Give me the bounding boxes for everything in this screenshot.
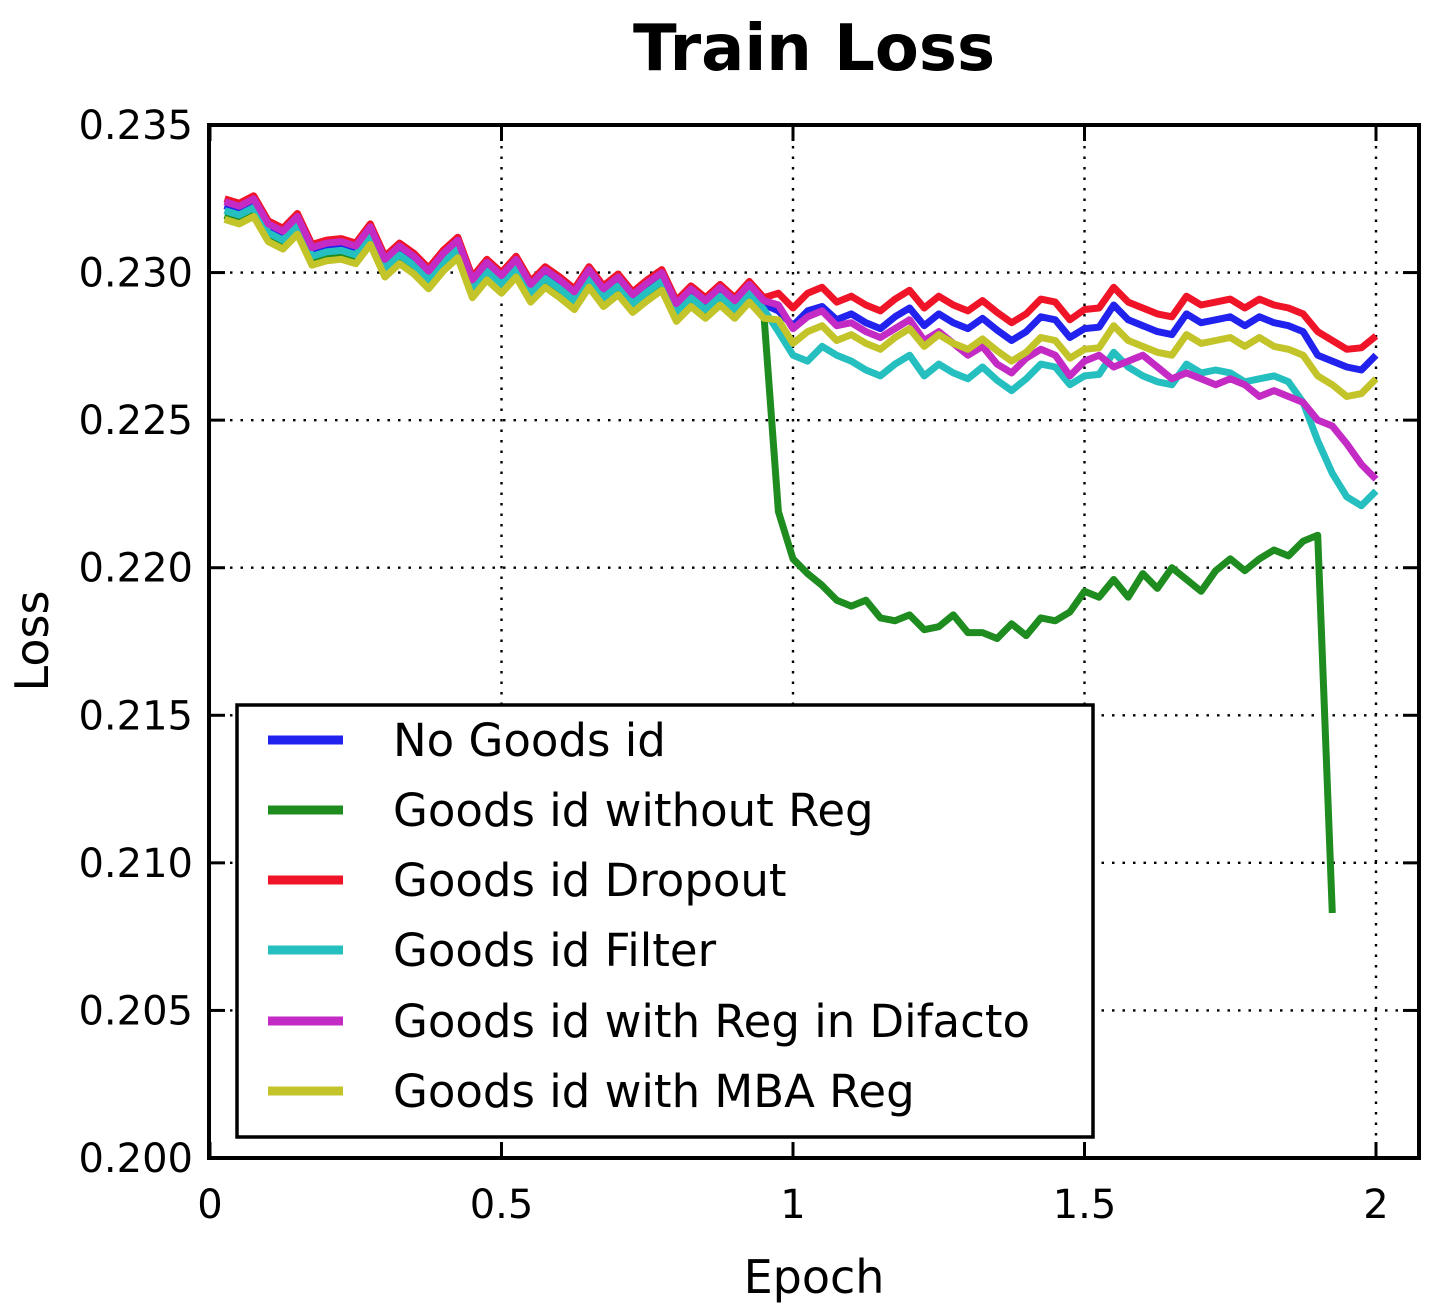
y-tick-label: 0.225 [78, 398, 193, 444]
y-tick-label: 0.205 [78, 988, 193, 1034]
y-axis-label: Loss [5, 591, 59, 692]
x-tick-label: 2 [1363, 1182, 1388, 1228]
chart-title: Train Loss [633, 12, 995, 86]
series-line-goods-id-with-reg-in-difacto [223, 195, 1379, 482]
legend-label-goods-id-dropout: Goods id Dropout [393, 854, 787, 907]
legend-label-goods-id-without-reg: Goods id without Reg [393, 784, 874, 837]
x-tick-label: 1 [780, 1182, 805, 1228]
legend-label-goods-id-filter: Goods id Filter [393, 924, 717, 977]
x-tick-label: 0.5 [470, 1182, 534, 1228]
series-line-goods-id-with-mba-reg [223, 213, 1379, 400]
series-layer [223, 192, 1379, 914]
x-tick-label: 1.5 [1053, 1182, 1117, 1228]
y-tick-label: 0.220 [78, 546, 193, 592]
axes-frame [207, 123, 1421, 1160]
legend-label-goods-id-with-reg-in-difacto: Goods id with Reg in Difacto [393, 995, 1030, 1048]
legend-label-no-goods-id: No Goods id [393, 714, 666, 767]
series-line-goods-id-filter [223, 204, 1379, 510]
y-tick-label: 0.215 [78, 693, 193, 739]
legend-frame [235, 703, 1095, 1139]
y-tick-label: 0.235 [78, 103, 193, 149]
y-tick-label: 0.210 [78, 841, 193, 887]
x-tick-label: 0 [197, 1182, 222, 1228]
legend: No Goods id Goods id without Reg Goods i… [235, 703, 1095, 1139]
legend-label-goods-id-with-mba-reg: Goods id with MBA Reg [393, 1065, 915, 1118]
y-tick-label: 0.200 [78, 1136, 193, 1182]
y-tick-label: 0.230 [78, 251, 193, 297]
tick-label-layer: 0 0.5 1 1.5 2 0.235 0.230 0.225 0.220 0.215 0.210 0… [78, 103, 1388, 1228]
x-axis-label: Epoch [744, 1250, 885, 1304]
